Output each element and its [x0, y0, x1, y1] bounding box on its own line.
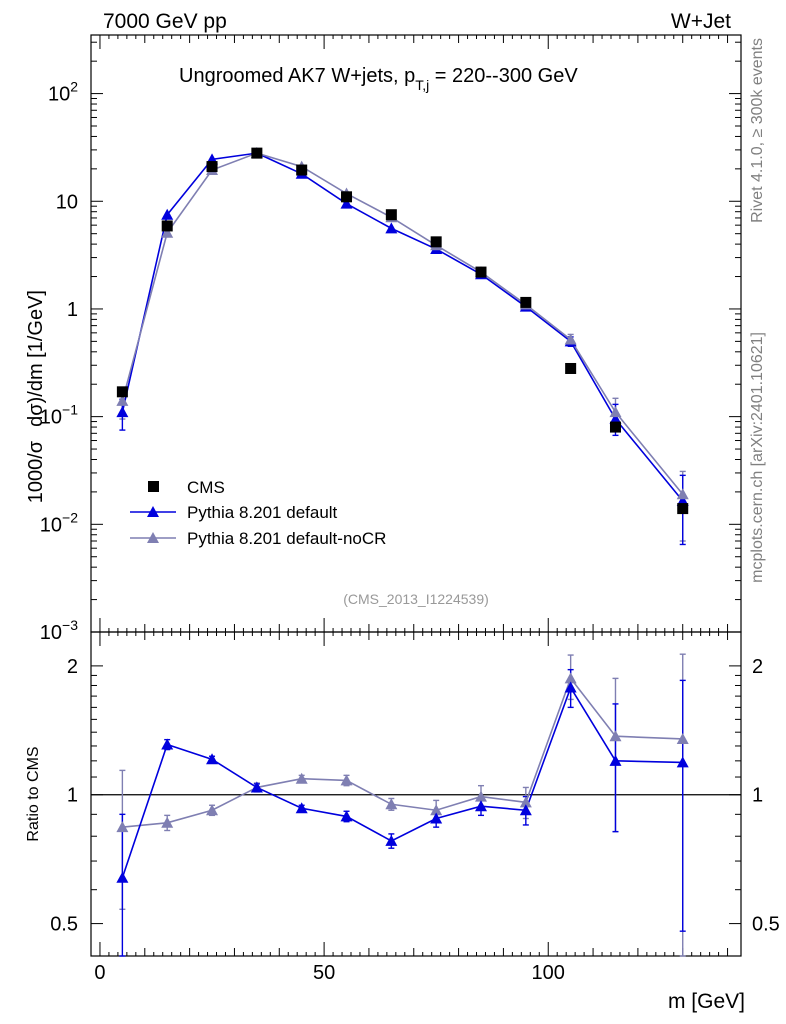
ratio-y-tick-label-right: 1: [752, 785, 763, 807]
ratio-y-tick-label-left: 0.5: [50, 914, 78, 936]
default-line: [121, 152, 684, 502]
main-plot-title: Ungroomed AK7 W+jets, pT,j = 220--300 Ge…: [179, 65, 578, 93]
ratio-nocr-point: [340, 774, 353, 786]
ratio-y-tick-label-left: 2: [67, 656, 78, 678]
main-y-tick-label: 10−3: [40, 617, 78, 644]
legend-label-default: Pythia 8.201 default: [187, 503, 338, 522]
rivet-version-label: Rivet 4.1.0, ≥ 300k events: [749, 38, 766, 223]
ratio-plot-frame: [90, 631, 742, 957]
x-tick-label: 0: [94, 962, 105, 984]
legend-label-cms: CMS: [187, 478, 225, 497]
main-y-tick-label: 1: [67, 299, 78, 321]
ratio-series-group: [116, 653, 689, 957]
main-series-group: [116, 147, 689, 546]
cms-point: [609, 421, 621, 433]
ratio-nocr-point: [519, 796, 532, 808]
default-point: [340, 197, 353, 209]
default-point: [161, 208, 174, 220]
nocr-point: [161, 226, 174, 238]
default-point: [385, 222, 398, 234]
main-y-tick-label: 102: [48, 79, 78, 106]
main-axis-ticks: [91, 35, 741, 633]
ratio-default-point: [250, 781, 263, 793]
legend-label-nocr: Pythia 8.201 default-noCR: [187, 529, 386, 548]
ratio-y-axis-label: Ratio to CMS: [25, 746, 42, 841]
nocr-point: [564, 333, 577, 345]
x-axis-label: m [GeV]: [668, 990, 745, 1013]
ratio-axis-ticks: [91, 632, 741, 956]
ratio-nocr-point: [116, 821, 129, 833]
cms-point: [296, 164, 308, 176]
ratio-nocr-point: [609, 730, 622, 742]
ratio-nocr-point: [295, 772, 308, 784]
x-tick-label: 50: [313, 962, 335, 984]
ratio-nocr-point: [161, 816, 174, 828]
ratio-y-tick-label-right: 2: [752, 656, 763, 678]
main-y-tick-labels: 10−3 10−2 10−1 1 10 102: [40, 79, 78, 644]
main-y-tick-label: 10−1: [40, 402, 78, 429]
ratio-default-point: [430, 812, 443, 824]
legend-marker-default: [147, 506, 159, 517]
cms-point: [565, 362, 577, 374]
nocr-point: [609, 406, 622, 418]
ratio-default-point: [161, 738, 174, 750]
header-process-label: W+Jet: [671, 10, 731, 33]
ratio-nocr-point: [564, 672, 577, 684]
legend: CMS Pythia 8.201 default Pythia 8.201 de…: [130, 478, 386, 548]
mcplots-label: mcplots.cern.ch [arXiv:2401.10621]: [749, 332, 766, 583]
ratio-tick-labels: 0.5 0.5 1 1 2 2 0 50 100: [50, 656, 780, 984]
ratio-nocr-point: [475, 790, 487, 802]
ratio-default-point: [385, 834, 398, 846]
ratio-nocr-line: [122, 676, 683, 828]
nocr-line: [121, 152, 684, 495]
legend-marker-nocr: [147, 532, 159, 543]
ratio-default-point: [340, 810, 353, 822]
ratio-nocr-point: [676, 732, 689, 744]
ratio-default-point: [609, 754, 622, 766]
ratio-y-tick-label-left: 1: [67, 785, 78, 807]
main-y-tick-label: 10−2: [40, 509, 78, 536]
x-tick-label: 100: [532, 962, 565, 984]
analysis-watermark: (CMS_2013_I1224539): [343, 591, 489, 607]
cms-point: [161, 220, 173, 232]
main-y-tick-label: 10: [56, 191, 78, 213]
ratio-nocr-point: [206, 804, 219, 816]
nocr-point: [676, 488, 689, 500]
ratio-default-point: [475, 800, 487, 812]
cms-point: [677, 503, 689, 515]
legend-marker-cms: [148, 481, 159, 492]
ratio-plot-panel: 0.5 0.5 1 1 2 2 0 50 100 Ratio to CMS m [GeV]: [25, 631, 780, 1013]
default-point: [609, 413, 622, 425]
ratio-default-point: [206, 753, 219, 765]
main-y-axis-label: 1000/σdσ)/dm [1/GeV]: [25, 290, 47, 503]
main-plot-panel: 10−3 10−2 10−1 1 10 102 Ungroomed AK7 W+jets,…: [25, 34, 742, 644]
ratio-default-point: [564, 681, 577, 693]
cms-point: [116, 386, 128, 398]
ratio-nocr-point: [430, 804, 443, 816]
ratio-default-point: [295, 802, 308, 814]
cms-point: [520, 296, 532, 308]
cms-point: [430, 236, 442, 248]
ratio-default-point: [676, 756, 689, 768]
default-point: [116, 406, 129, 418]
ratio-nocr-point: [385, 798, 398, 810]
cms-point: [206, 161, 218, 173]
ratio-default-point: [519, 804, 532, 816]
ratio-default-point: [116, 871, 129, 883]
ratio-default-line: [121, 685, 683, 878]
header-energy-label: 7000 GeV pp: [103, 10, 227, 33]
nocr-point: [116, 394, 129, 406]
cms-point: [251, 147, 263, 159]
cms-point: [341, 191, 353, 203]
cms-point: [385, 209, 397, 221]
ratio-y-tick-label-right: 0.5: [752, 914, 780, 936]
cms-point: [475, 266, 487, 278]
